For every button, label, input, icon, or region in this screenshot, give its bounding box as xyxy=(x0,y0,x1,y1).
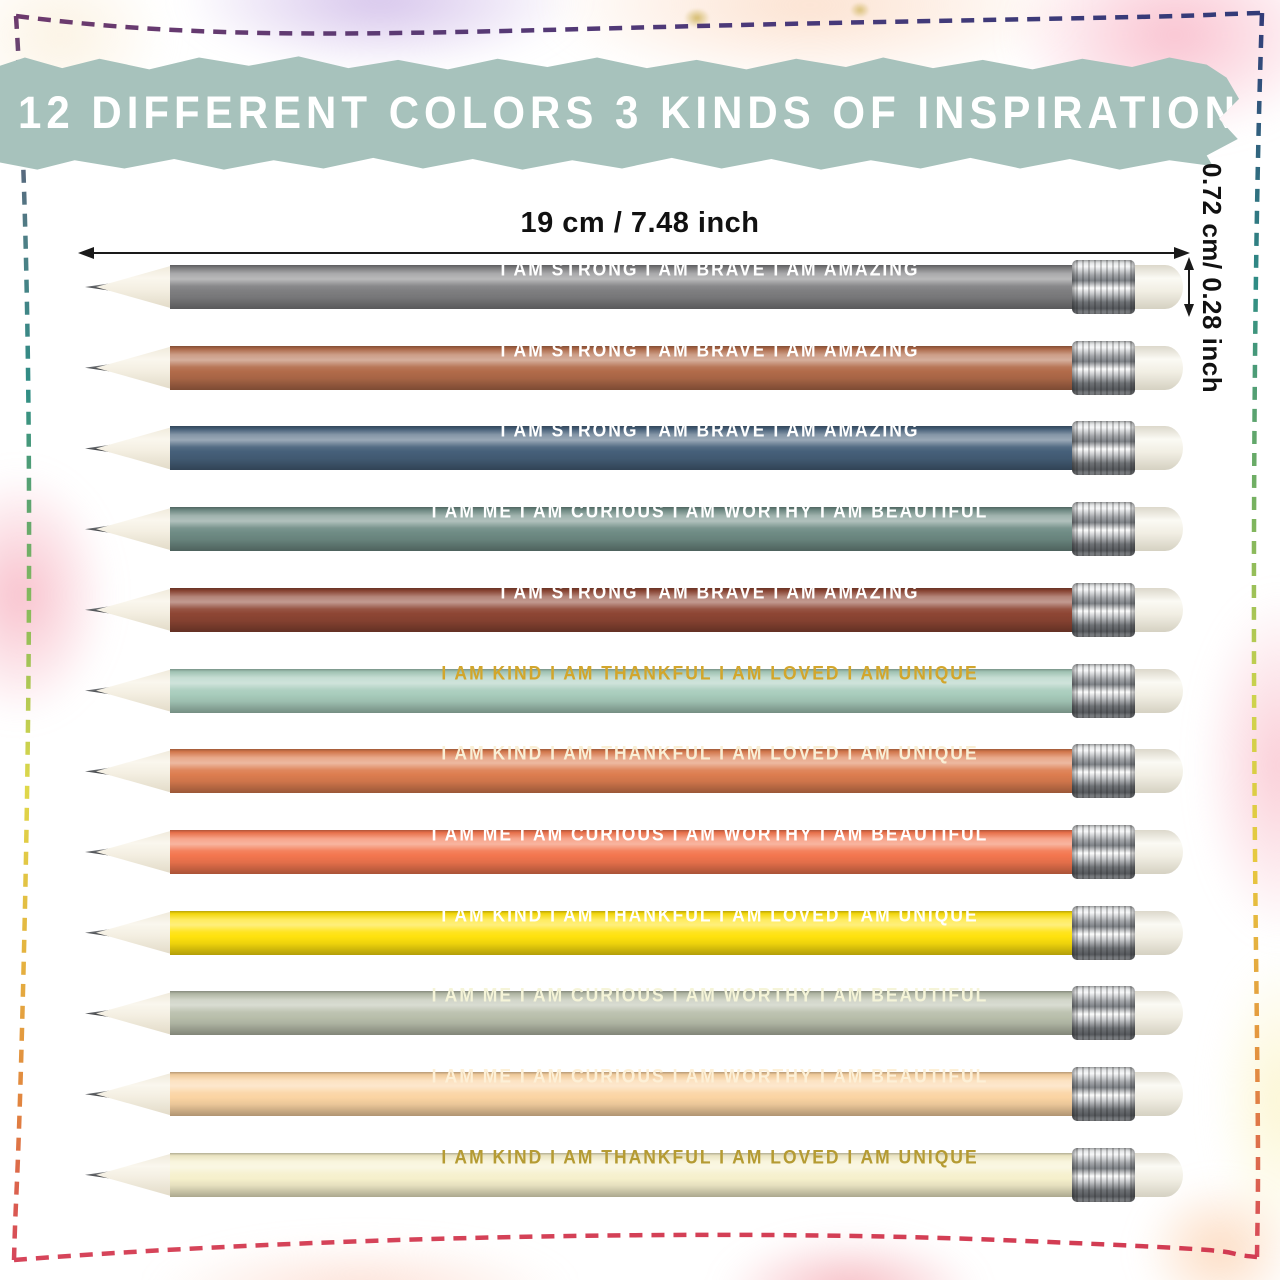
pencil-ferrule xyxy=(1072,502,1135,557)
pencil-wood-tip xyxy=(96,1072,174,1117)
pencil-quote-text: I AM STRONG I AM BRAVE I AM AMAZING xyxy=(500,418,920,442)
title-banner: 12 DIFFERENT COLORS 3 KINDS OF INSPIRATI… xyxy=(0,56,1240,170)
pencil-body xyxy=(170,1152,1075,1197)
pencil-wood-tip xyxy=(96,426,174,471)
pencil-coral: I AM ME I AM CURIOUS I AM WORTHY I AM BE… xyxy=(0,812,1280,893)
pencil-body xyxy=(170,668,1075,713)
pencil-eraser xyxy=(1135,587,1183,632)
pencil-eraser xyxy=(1135,1072,1183,1117)
pencil-eraser xyxy=(1135,345,1183,390)
pencil-body xyxy=(170,587,1075,632)
pencil-ferrule xyxy=(1072,663,1135,718)
pencil-eraser xyxy=(1135,668,1183,713)
pencil-ferrule xyxy=(1072,825,1135,880)
pencil-peach: I AM ME I AM CURIOUS I AM WORTHY I AM BE… xyxy=(0,1054,1280,1135)
pencil-body xyxy=(170,749,1075,794)
pencil-wood-tip xyxy=(96,507,174,552)
pencil-ferrule xyxy=(1072,421,1135,476)
pencil-ferrule xyxy=(1072,986,1135,1041)
pencil-body xyxy=(170,991,1075,1036)
pencil-quote-text: I AM KIND I AM THANKFUL I AM LOVED I AM … xyxy=(441,1145,979,1168)
pencil-wood-tip xyxy=(96,991,174,1036)
pencil-ferrule xyxy=(1072,1067,1135,1122)
pencil-gray: I AM STRONG I AM BRAVE I AM AMAZING xyxy=(0,247,1280,328)
pencil-ferrule xyxy=(1072,905,1135,960)
diameter-arrow xyxy=(1184,257,1194,317)
pencil-quote-text: I AM ME I AM CURIOUS I AM WORTHY I AM BE… xyxy=(431,1064,989,1087)
pencil-mint: I AM KIND I AM THANKFUL I AM LOVED I AM … xyxy=(0,651,1280,732)
pencil-wood-tip xyxy=(96,749,174,794)
pencil-wood-tip xyxy=(96,587,174,632)
pencil-eraser xyxy=(1135,1152,1183,1197)
pencil-eraser xyxy=(1135,749,1183,794)
pencil-wood-tip xyxy=(96,1152,174,1197)
pencil-eraser xyxy=(1135,265,1183,309)
pencil-ferrule xyxy=(1072,340,1135,395)
pencil-quote-text: I AM ME I AM CURIOUS I AM WORTHY I AM BE… xyxy=(431,822,989,845)
pencil-eraser xyxy=(1135,910,1183,955)
pencil-wood-tip xyxy=(96,910,174,955)
pencil-slate-blue: I AM STRONG I AM BRAVE I AM AMAZING xyxy=(0,408,1280,489)
pencil-wood-tip xyxy=(96,345,174,390)
pencil-orange: I AM KIND I AM THANKFUL I AM LOVED I AM … xyxy=(0,731,1280,812)
pencil-body xyxy=(170,345,1075,390)
pencil-eraser xyxy=(1135,830,1183,875)
pencil-quote-text: I AM KIND I AM THANKFUL I AM LOVED I AM … xyxy=(441,660,979,684)
length-dimension-label: 19 cm / 7.48 inch xyxy=(520,207,760,239)
pencil-teal-sage: I AM ME I AM CURIOUS I AM WORTHY I AM BE… xyxy=(0,489,1280,570)
pencil-cream: I AM KIND I AM THANKFUL I AM LOVED I AM … xyxy=(0,1135,1280,1216)
pencil-eraser xyxy=(1135,426,1183,471)
pencil-list: I AM STRONG I AM BRAVE I AM AMAZING I AM… xyxy=(0,247,1280,1216)
pencil-terracotta: I AM STRONG I AM BRAVE I AM AMAZING xyxy=(0,328,1280,409)
pencil-quote-text: I AM STRONG I AM BRAVE I AM AMAZING xyxy=(500,337,920,361)
pencil-body xyxy=(170,910,1075,955)
pencil-ferrule xyxy=(1072,1147,1135,1202)
diameter-dimension-label: 0.72 cm/ 0.28 inch xyxy=(1197,163,1227,394)
pencil-eraser xyxy=(1135,991,1183,1036)
pencil-light-sage: I AM ME I AM CURIOUS I AM WORTHY I AM BE… xyxy=(0,973,1280,1054)
pencil-eraser xyxy=(1135,507,1183,552)
pencil-body xyxy=(170,426,1075,471)
pencil-wood-tip xyxy=(96,668,174,713)
pencil-body xyxy=(170,1072,1075,1117)
pencil-quote-text: I AM ME I AM CURIOUS I AM WORTHY I AM BE… xyxy=(431,983,989,1007)
pencil-ferrule xyxy=(1072,582,1135,637)
pencil-quote-text: I AM STRONG I AM BRAVE I AM AMAZING xyxy=(500,580,920,603)
pencil-quote-text: I AM KIND I AM THANKFUL I AM LOVED I AM … xyxy=(441,741,979,764)
pencil-body xyxy=(170,507,1075,552)
length-arrow xyxy=(78,247,1190,259)
pencil-quote-text: I AM ME I AM CURIOUS I AM WORTHY I AM BE… xyxy=(431,499,989,522)
pencil-ferrule xyxy=(1072,260,1135,314)
pencil-brick-red: I AM STRONG I AM BRAVE I AM AMAZING xyxy=(0,570,1280,651)
pencil-body xyxy=(170,830,1075,875)
pencil-yellow: I AM KIND I AM THANKFUL I AM LOVED I AM … xyxy=(0,893,1280,974)
pencil-wood-tip xyxy=(96,265,174,309)
pencil-quote-text: I AM STRONG I AM BRAVE I AM AMAZING xyxy=(500,257,920,280)
pencil-quote-text: I AM KIND I AM THANKFUL I AM LOVED I AM … xyxy=(441,902,979,926)
pencil-body xyxy=(170,265,1075,309)
pencil-ferrule xyxy=(1072,744,1135,799)
banner-title: 12 DIFFERENT COLORS 3 KINDS OF INSPIRATI… xyxy=(18,87,1280,138)
pencil-wood-tip xyxy=(96,830,174,875)
